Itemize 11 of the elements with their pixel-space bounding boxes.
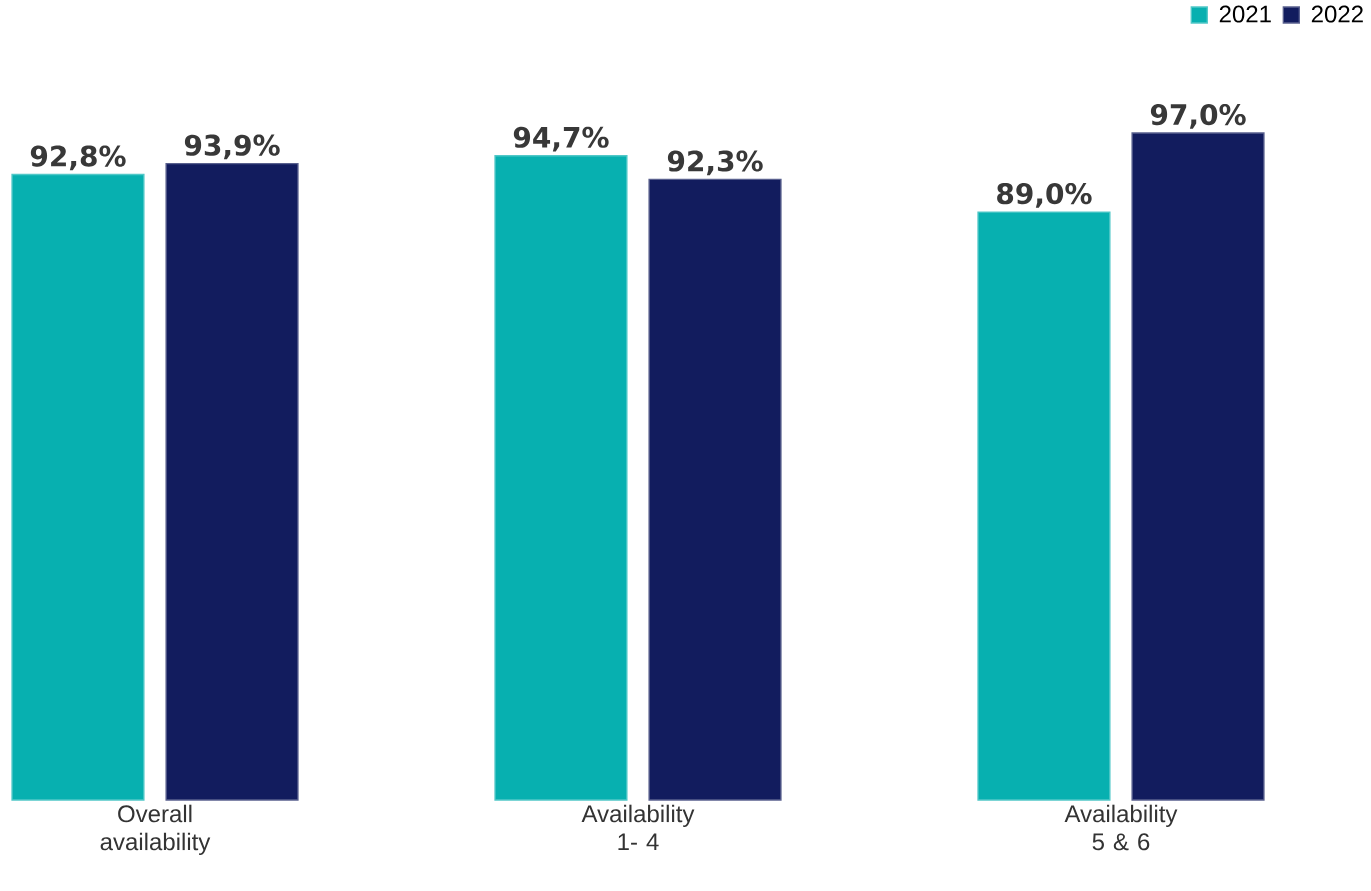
x-tick-label: Availability 5 & 6 [1064, 804, 1178, 851]
data-label: 92,3% [667, 150, 763, 176]
legend-label: 2022 [1311, 5, 1363, 23]
x-tick-label: Overall availability [100, 804, 211, 856]
x-tick-label: Availability 1- 4 [581, 804, 695, 851]
data-label: 92,8% [30, 145, 126, 171]
legend-label: 2021 [1219, 5, 1271, 23]
data-label: 97,0% [1150, 103, 1246, 129]
data-label: 94,7% [513, 126, 609, 152]
data-label: 93,9% [184, 134, 280, 160]
data-label: 89,0% [997, 183, 1092, 208]
